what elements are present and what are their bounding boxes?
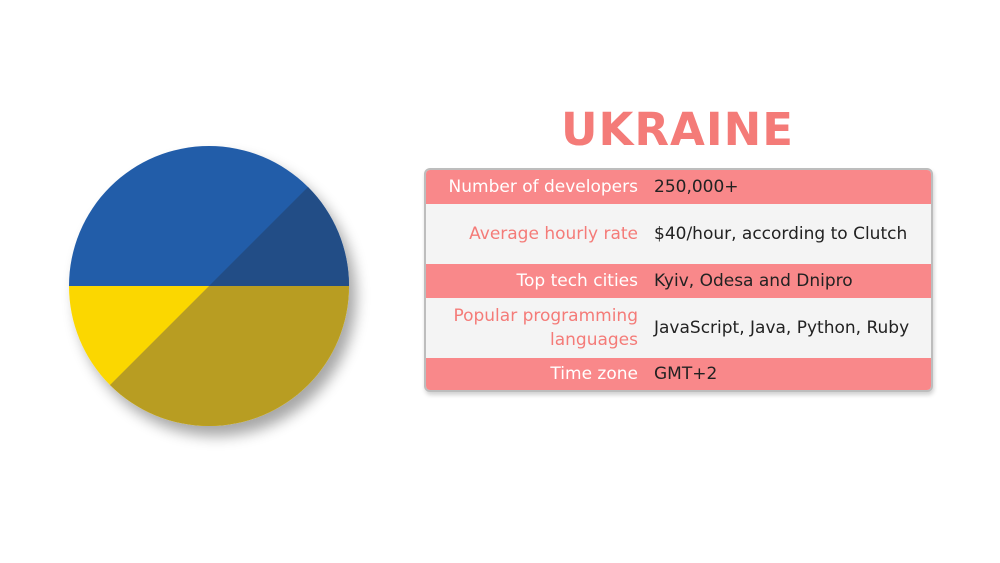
row-value: Kyiv, Odesa and Dnipro [654, 271, 853, 291]
flag-graphic [69, 146, 349, 426]
flag-yellow-shade [69, 286, 349, 426]
table-row: Average hourly rate $40/hour, according … [426, 204, 931, 264]
row-value: JavaScript, Java, Python, Ruby [654, 318, 910, 338]
row-label: Time zone [550, 364, 638, 384]
ukraine-flag-circle [68, 145, 350, 427]
row-value: GMT+2 [654, 364, 718, 384]
table-row: Number of developers 250,000+ [426, 170, 931, 204]
row-value: $40/hour, according to Clutch [654, 224, 908, 244]
row-label: Number of developers [448, 177, 638, 197]
table-row: Top tech cities Kyiv, Odesa and Dnipro [426, 264, 931, 298]
row-label: Popular programming languages [453, 306, 638, 350]
info-table: Number of developers 250,000+ Average ho… [424, 168, 933, 392]
row-label: Top tech cities [516, 271, 638, 291]
table-row: Popular programming languages JavaScript… [426, 298, 931, 358]
row-value: 250,000+ [654, 177, 739, 197]
table-row: Time zone GMT+2 [426, 358, 931, 390]
row-label: Average hourly rate [469, 224, 638, 244]
page-title: UKRAINE [560, 103, 795, 156]
